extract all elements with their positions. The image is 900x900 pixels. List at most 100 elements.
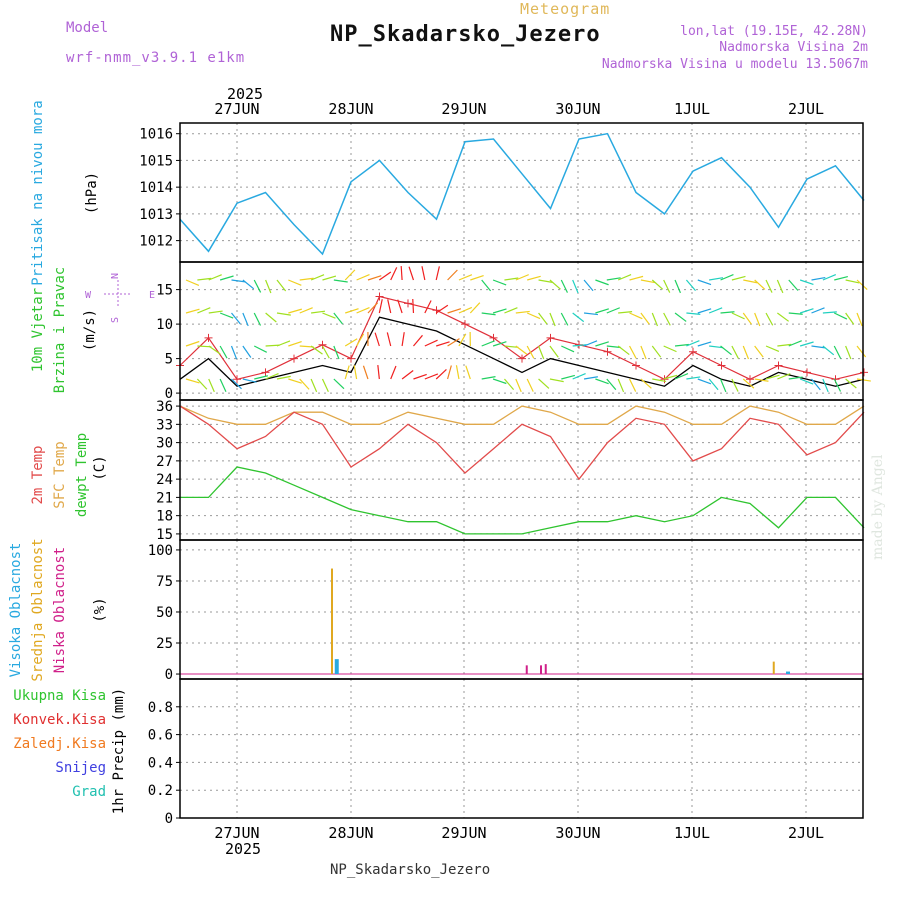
wind-arrow (572, 344, 587, 347)
wind-arrow (708, 378, 719, 391)
wind-arrow (742, 312, 753, 325)
wind-arrow (731, 345, 739, 359)
wind-gust-marker (632, 361, 640, 370)
compass-north-label: N (110, 273, 121, 279)
wind-arrow (481, 279, 492, 292)
wind-arrow (424, 373, 439, 380)
wind-arrow (344, 338, 358, 347)
wind-gust-marker (689, 347, 697, 356)
y-tick-label: 5 (165, 352, 173, 368)
wind-arrow (185, 340, 200, 347)
y-tick-label: 15 (156, 527, 173, 543)
wind-gust-marker (347, 354, 355, 363)
wind-arrow (754, 378, 769, 382)
wind-arrow (515, 274, 529, 281)
wind-arrow (447, 338, 460, 347)
wind-arrow (321, 378, 329, 392)
wind-arrow (435, 368, 447, 380)
compass-west-label: W (85, 290, 92, 301)
wind-arrow (799, 308, 814, 314)
temp-unit-label: (C) (92, 455, 108, 480)
wind-gust-marker (489, 333, 498, 342)
wind-speed-line (179, 316, 865, 387)
wind-arrow (617, 345, 630, 356)
wind-arrow (561, 345, 575, 353)
pressure-unit-label: (hPa) (84, 172, 100, 214)
frames-layer (179, 122, 864, 819)
wind-arrow (378, 271, 392, 281)
wind-gust-line (179, 295, 865, 381)
wind-arrow (640, 345, 647, 360)
wind-arrow (674, 373, 689, 380)
wind-arrow (367, 302, 379, 314)
wind-arrow (253, 279, 262, 293)
wind-arrow (515, 310, 530, 314)
wind-arrow (185, 279, 200, 287)
panel-frame-wind (179, 261, 864, 401)
wind-arrow (697, 341, 712, 347)
wind-arrow (731, 378, 739, 392)
wind-arrow (833, 312, 848, 320)
wind-arrow (743, 279, 758, 284)
wind-arrow (197, 307, 211, 314)
wind-arrow (833, 378, 842, 392)
wind-arrow (435, 304, 449, 314)
y-tick-label: 1015 (139, 153, 173, 169)
wind-arrow (424, 339, 438, 347)
wind-arrow (788, 376, 803, 380)
wind-arrow (663, 312, 671, 326)
wind-arrow (822, 311, 837, 314)
wind-arrow (288, 308, 302, 314)
wind-arrow (242, 345, 252, 358)
wind-arrow (583, 279, 594, 292)
wind-arrow (799, 341, 814, 347)
y-tick-label: 0.2 (148, 783, 173, 799)
wind-arrow (299, 307, 313, 314)
wind-arrow (822, 345, 835, 356)
wind-arrow (572, 279, 579, 294)
wind-arrow (254, 375, 268, 380)
cloud-bar-low (544, 664, 547, 675)
wind-arrow (697, 308, 712, 314)
wind-arrow (754, 345, 764, 358)
wind-arrow (709, 277, 724, 281)
wind-arrow (458, 333, 467, 347)
y-tick-label: 18 (156, 509, 173, 525)
wind-arrow (492, 279, 507, 286)
wind-arrow (231, 378, 242, 390)
wind-arrow (629, 345, 637, 359)
wind-arrow (311, 310, 326, 314)
wind-axis-label-1: 10m Vjetar (30, 288, 46, 372)
wind-arrow (345, 308, 359, 314)
wind-arrow (754, 312, 761, 327)
wind-arrow (538, 378, 550, 389)
y-tick-label: 100 (148, 543, 173, 559)
wind-arrow (413, 373, 427, 380)
y-tick-label: 15 (156, 283, 173, 299)
wind-arrow (455, 365, 460, 380)
precip-axis-label: 1hr Precip (mm) (111, 688, 127, 814)
wind-arrow (856, 378, 871, 382)
wind-arrow (197, 277, 212, 281)
precip-legend-item: Snijeg (55, 760, 106, 776)
cloud-bar-high (786, 671, 790, 675)
wind-arrow (515, 378, 522, 393)
bottom-day-label: 30JUN (555, 824, 600, 842)
cloud-bar-low (525, 665, 528, 675)
wind-arrow (742, 378, 755, 389)
temp-2m-axis-label: 2m Temp (30, 445, 46, 504)
wind-arrow (353, 365, 358, 380)
panel-frame-cloud (179, 539, 864, 680)
wind-arrow (538, 345, 545, 360)
wind-arrow (651, 312, 659, 327)
wind-arrow (401, 370, 414, 380)
wind-arrow (663, 279, 671, 293)
wind-arrow (651, 345, 662, 358)
precip-legend-item: Grad (72, 784, 106, 800)
y-tick-label: 10 (156, 317, 173, 333)
y-tick-label: 1013 (139, 207, 173, 223)
wind-arrow (526, 345, 535, 359)
bottom-day-label: 1JUL (674, 824, 710, 842)
wind-arrow (276, 375, 291, 380)
wind-arrow (378, 299, 383, 314)
